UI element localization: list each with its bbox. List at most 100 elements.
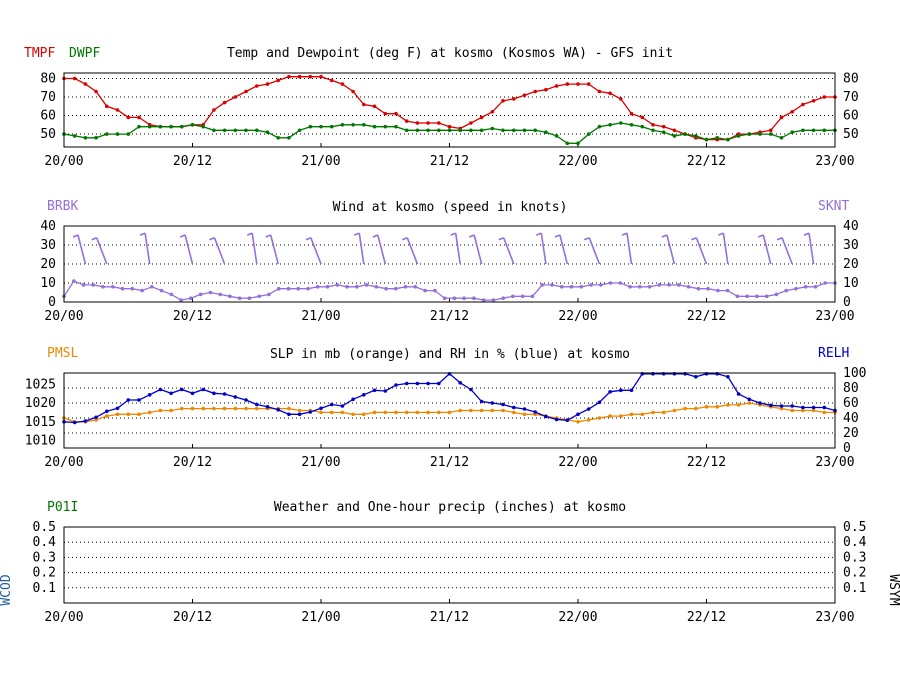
tmpf-point: [576, 82, 580, 86]
pmsl-point: [694, 406, 698, 411]
x-tick-label: 22/12: [687, 309, 726, 324]
pmsl-point: [94, 418, 98, 422]
sknt-point: [433, 288, 437, 293]
slp-x-ticks: 20/00 20/12 21/00 21/12 22/00 22/12 23/00: [44, 444, 855, 470]
tmpf-point: [329, 78, 334, 83]
slp-legend-label: PMSL: [47, 346, 78, 361]
y-tick-label: 20: [843, 426, 859, 441]
tmpf-point: [533, 89, 537, 94]
dwpf-point: [522, 128, 527, 133]
relh-point: [597, 400, 602, 405]
sknt-point: [745, 294, 749, 299]
pmsl-point: [640, 412, 645, 417]
y-tick-label: 60: [843, 109, 859, 124]
sknt-series: [62, 279, 837, 302]
sknt-point: [696, 286, 701, 291]
wind-barb-flag: [179, 234, 186, 238]
pmsl-point: [469, 408, 473, 413]
relh-point: [201, 387, 205, 392]
wind-barb-staff: [144, 232, 151, 265]
pmsl-point: [329, 410, 334, 415]
wind-barb-flag: [139, 232, 146, 236]
wind-barb-flag: [584, 237, 590, 241]
pmsl-point: [822, 410, 827, 415]
dwpf-point: [329, 124, 334, 129]
tmpf-point: [619, 97, 623, 101]
pmsl-point: [233, 406, 238, 411]
x-tick-label: 23/00: [815, 154, 854, 169]
tmpf-point: [651, 123, 655, 127]
x-tick-label: 22/00: [558, 610, 597, 625]
wind-barb-staff: [559, 234, 569, 265]
pmsl-point: [180, 406, 184, 411]
tmpf-point: [565, 82, 570, 86]
wind-barbs: [72, 232, 815, 265]
sknt-point: [559, 285, 564, 289]
y-tick-label: 0.1: [843, 581, 866, 596]
pmsl-point: [415, 410, 420, 415]
wind-barb-flag: [91, 237, 97, 241]
dwpf-point: [619, 121, 623, 125]
dwpf-point: [72, 134, 77, 138]
sknt-point: [452, 296, 457, 301]
wind-barb-staff: [310, 237, 322, 265]
pmsl-point: [447, 410, 452, 415]
pmsl-point: [372, 410, 377, 415]
sknt-point: [472, 296, 476, 301]
tmpf-point: [297, 74, 302, 79]
tmpf-point: [479, 115, 484, 120]
relh-point: [769, 403, 773, 408]
relh-point: [512, 405, 516, 410]
wind-x-ticks: 20/00 20/12 21/00 21/12 22/00 22/12 23/00: [44, 298, 855, 324]
sknt-point: [159, 288, 164, 293]
x-tick-label: 21/00: [301, 309, 340, 324]
y-tick-label: 40: [843, 219, 859, 234]
sknt-point: [618, 281, 623, 285]
pmsl-point: [362, 412, 366, 417]
sknt-point: [794, 286, 798, 291]
wind-speed-label: SKNT: [818, 199, 849, 214]
wind-barb-staff: [213, 237, 226, 265]
x-tick-label: 20/12: [173, 309, 212, 324]
relh-point: [83, 419, 88, 423]
sknt-point: [530, 294, 535, 299]
pmsl-point: [747, 401, 752, 405]
y-tick-label: 40: [843, 411, 859, 426]
dwpf-point: [340, 123, 345, 127]
dwpf-point: [319, 124, 323, 129]
y-tick-label: 1020: [25, 396, 56, 411]
relh-point: [137, 398, 141, 402]
wind-barb-flag: [498, 237, 504, 241]
relh-point: [437, 381, 441, 386]
sknt-point: [101, 285, 105, 289]
tmpf-point: [244, 89, 248, 94]
tmpf-point: [137, 115, 141, 120]
sknt-point: [725, 288, 730, 293]
slp-panel-title: SLP in mb (orange) and RH in % (blue) at…: [270, 347, 630, 362]
sknt-point: [247, 296, 252, 301]
wind-plot-frame: [63, 225, 836, 303]
pmsl-point: [597, 416, 602, 420]
dwpf-point: [126, 132, 131, 136]
sknt-point: [198, 292, 203, 297]
wind-gridlines: [64, 244, 835, 284]
x-tick-label: 22/00: [558, 154, 597, 169]
dwpf-point: [147, 124, 152, 129]
dwpf-point: [544, 130, 548, 134]
dwpf-point: [83, 136, 88, 140]
slp-y-ticks-left: 1010 1015 1020 1025: [25, 377, 56, 448]
relh-series: [62, 372, 837, 425]
sknt-point: [550, 283, 554, 287]
wind-barb-staff: [540, 232, 547, 265]
tmpf-point: [404, 119, 409, 123]
tmpf-point: [72, 76, 77, 81]
pmsl-point: [586, 418, 591, 422]
sknt-point: [72, 279, 76, 283]
wind-barb-staff: [358, 232, 365, 265]
dwpf-point: [190, 123, 195, 127]
dwpf-point: [779, 136, 784, 140]
panel-temp-dewpoint: TMPF DWPF Temp and Dewpoint (deg F) at k…: [24, 46, 859, 169]
wind-barb-staff: [406, 237, 419, 265]
tmpf-point: [608, 91, 612, 96]
temp-panel-title: Temp and Dewpoint (deg F) at kosmo (Kosm…: [227, 46, 673, 61]
